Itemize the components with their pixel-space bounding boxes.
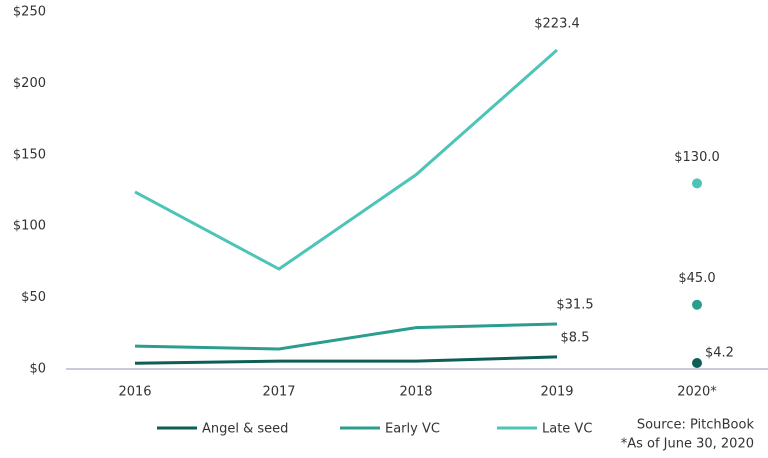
y-tick-label: $200 <box>13 76 46 91</box>
data-label: $130.0 <box>674 150 720 165</box>
y-tick-label: $0 <box>29 362 46 377</box>
data-label: $4.2 <box>705 346 734 361</box>
series-line <box>134 322 558 351</box>
legend-label: Angel & seed <box>202 422 288 437</box>
x-tick-label: 2016 <box>118 385 151 400</box>
data-point <box>692 358 702 369</box>
source-note: Source: PitchBook <box>637 418 755 433</box>
legend-label: Early VC <box>385 422 440 437</box>
x-tick-label: 2017 <box>262 385 295 400</box>
data-label: $8.5 <box>561 330 590 345</box>
y-tick-label: $250 <box>13 5 46 20</box>
x-tick-label: 2019 <box>540 385 573 400</box>
series-line <box>134 355 558 365</box>
data-label: $45.0 <box>678 271 715 286</box>
x-tick-label: 2018 <box>399 385 432 400</box>
y-tick-label: $100 <box>13 219 46 234</box>
series-line <box>134 48 558 271</box>
data-label: $31.5 <box>556 298 593 313</box>
footnote: *As of June 30, 2020 <box>621 437 754 452</box>
y-tick-label: $50 <box>21 290 46 305</box>
data-label: $223.4 <box>534 16 580 31</box>
y-tick-label: $150 <box>13 147 46 162</box>
data-point <box>692 178 702 189</box>
data-point <box>692 299 702 310</box>
legend-label: Late VC <box>542 422 592 437</box>
x-tick-label: 2020* <box>677 385 717 400</box>
